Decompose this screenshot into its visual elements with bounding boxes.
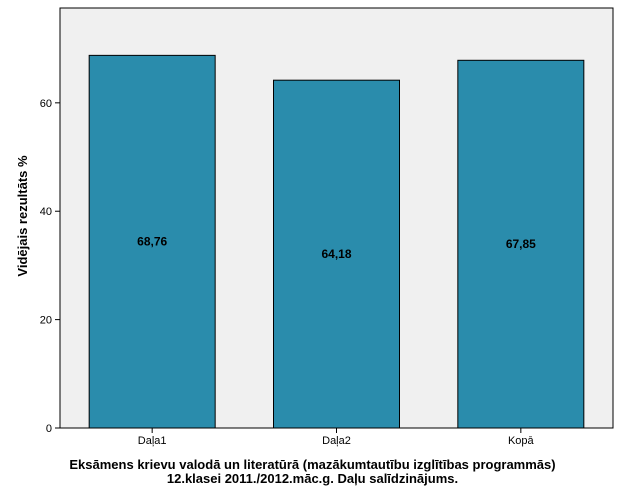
bar-1: [88, 54, 216, 429]
bar-value-label: 67,85: [506, 237, 536, 251]
y-tick-label: 20: [40, 315, 52, 327]
bar-value-label: 68,76: [137, 235, 167, 249]
y-tick-label: 60: [40, 98, 52, 110]
y-tick-label: 0: [46, 423, 52, 435]
bars-group: 68,76 64,18 67,85: [88, 54, 585, 429]
bar-value-label: 64,18: [321, 247, 351, 261]
x-tick-label: Kopā: [508, 435, 535, 447]
bar-2: [273, 79, 400, 429]
chart-caption-line-2: 12.klasei 2011./2012.māc.g. Daļu salīdzi…: [166, 471, 459, 486]
x-tick-label: Daļa1: [138, 435, 167, 447]
chart-caption-line-1: Eksāmens krievu valodā un literatūrā (ma…: [69, 457, 556, 472]
x-tick-label: Daļa2: [322, 435, 351, 447]
y-axis-label: Vidējais rezultāts %: [15, 155, 30, 277]
bar-3: [457, 59, 585, 429]
x-axis-ticks: Daļa1 Daļa2 Kopā: [138, 428, 535, 447]
y-axis-ticks: 0 20 40 60: [40, 98, 60, 435]
y-tick-label: 40: [40, 206, 52, 218]
